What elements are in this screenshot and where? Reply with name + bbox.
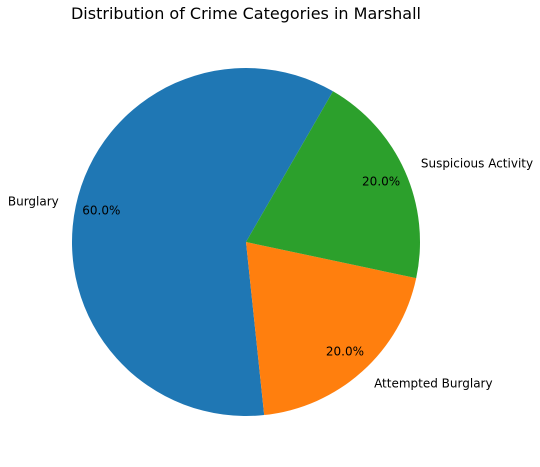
slice-suspicious-activity bbox=[246, 91, 421, 279]
label-burglary: Burglary bbox=[8, 195, 59, 209]
pie-slices bbox=[72, 68, 421, 417]
label-attempted-burglary: Attempted Burglary bbox=[374, 377, 493, 391]
pct-burglary: 60.0% bbox=[82, 204, 120, 218]
slice-burglary bbox=[72, 68, 333, 417]
chart-title: Distribution of Crime Categories in Mars… bbox=[71, 4, 421, 23]
label-suspicious-activity: Suspicious Activity bbox=[421, 157, 533, 171]
pct-attempted-burglary: 20.0% bbox=[326, 344, 364, 358]
pie-labels: Burglary 60.0% Attempted Burglary 20.0% Susp… bbox=[8, 157, 533, 391]
pct-suspicious-activity: 20.0% bbox=[362, 174, 400, 188]
slice-attempted-burglary bbox=[246, 242, 417, 416]
